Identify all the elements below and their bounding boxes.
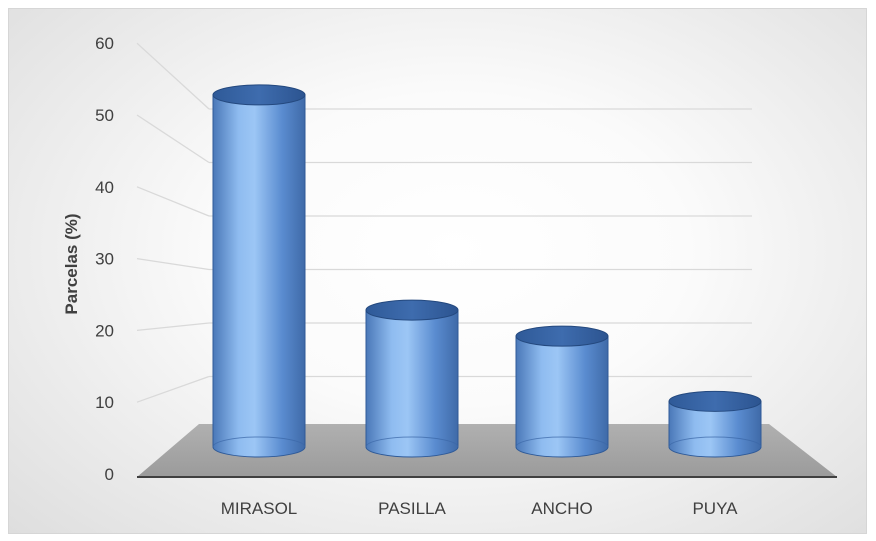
- chart-area: 0 10 20 30 40 50 60 MIRASOL PASILLA ANCHO PUYA Pa…: [8, 8, 867, 534]
- bar-cap: [365, 299, 459, 321]
- x-tick-label: MIRASOL: [221, 499, 298, 518]
- bar-mirasol: [212, 84, 306, 458]
- x-tick-label: ANCHO: [531, 499, 592, 518]
- bar-base-edge: [515, 436, 609, 448]
- gridline-diagonal: [136, 114, 210, 164]
- y-axis-title: Parcelas (%): [62, 213, 81, 314]
- gridline-diagonal: [136, 257, 210, 271]
- bar-body: [212, 94, 306, 458]
- x-tick-label: PUYA: [692, 499, 738, 518]
- bar-cap: [212, 84, 306, 106]
- bars: [212, 84, 762, 458]
- bar-cap: [515, 325, 609, 347]
- y-tick-label: 60: [95, 34, 114, 53]
- bar-pasilla: [365, 299, 459, 458]
- bar-base-edge: [212, 436, 306, 448]
- gridline-diagonal: [136, 186, 210, 217]
- floor-plane: [137, 424, 837, 477]
- chart-floor: [137, 424, 837, 478]
- y-tick-label: 20: [95, 321, 114, 340]
- y-tick-label: 0: [105, 465, 114, 484]
- gridline-diagonal: [136, 42, 210, 110]
- y-tick-label: 50: [95, 106, 114, 125]
- chart-canvas: 0 10 20 30 40 50 60 MIRASOL PASILLA ANCHO PUYA Pa…: [62, 34, 837, 518]
- bar-cap: [668, 390, 762, 412]
- gridline-diagonal: [136, 322, 210, 332]
- bar-body: [515, 335, 609, 458]
- bar-base-edge: [668, 436, 762, 448]
- y-tick-label: 40: [95, 178, 114, 197]
- bar-ancho: [515, 325, 609, 458]
- x-tick-label: PASILLA: [378, 499, 446, 518]
- x-axis: MIRASOL PASILLA ANCHO PUYA: [221, 499, 738, 518]
- bar-puya: [668, 390, 762, 458]
- gridline-diagonal: [136, 375, 210, 403]
- bar-base-edge: [365, 436, 459, 448]
- y-tick-label: 10: [95, 393, 114, 412]
- bar-body: [365, 309, 459, 458]
- y-axis: 0 10 20 30 40 50 60: [95, 34, 114, 484]
- bar-body: [668, 400, 762, 458]
- y-tick-label: 30: [95, 250, 114, 269]
